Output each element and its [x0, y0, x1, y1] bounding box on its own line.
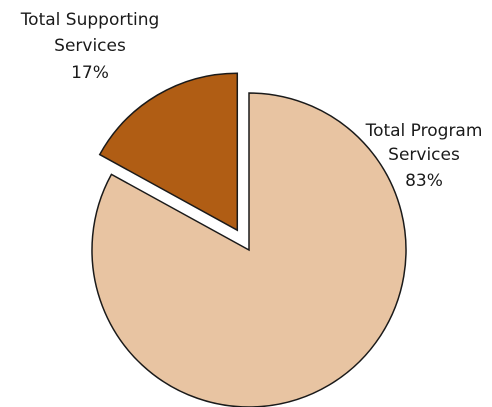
slice-label-supporting: Total Supporting Services 17%: [20, 10, 160, 83]
pie-slice-supporting: [98, 72, 239, 232]
pie-slices: [91, 72, 407, 407]
supporting-label-line-2: Services: [54, 36, 126, 56]
supporting-percent-label: 17%: [71, 63, 109, 83]
program-percent-label: 83%: [405, 171, 443, 191]
program-label-line-2: Services: [388, 145, 460, 165]
slice-label-program: Total Program Services 83%: [365, 121, 483, 191]
pie-slice-program: [91, 92, 407, 407]
supporting-label-line-1: Total Supporting: [20, 10, 160, 30]
program-label-line-1: Total Program: [365, 121, 483, 141]
